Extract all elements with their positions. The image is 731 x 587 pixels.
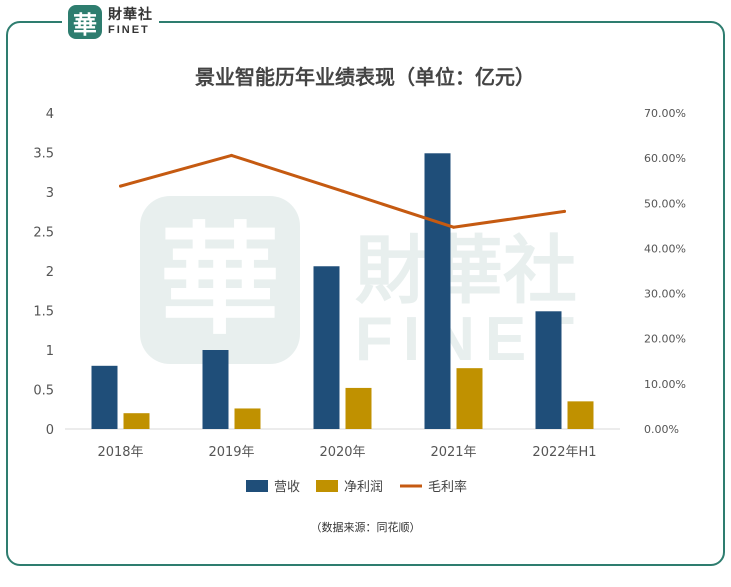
y2-tick-label: 40.00% <box>644 242 686 255</box>
y-axis-right: 0.00% 10.00% 20.00% 30.00% 40.00% 50.00% 60.00… <box>644 107 686 436</box>
legend-label: 净利润 <box>344 480 383 495</box>
legend-label: 营收 <box>274 480 300 495</box>
y2-tick-label: 70.00% <box>644 107 686 120</box>
logo-text: 財華社 FINET <box>108 8 153 36</box>
y-tick-label: 0.5 <box>33 384 54 399</box>
bar-net-profit <box>345 387 372 429</box>
y-tick-label: 3.5 <box>33 147 54 162</box>
bar-revenue <box>202 350 229 429</box>
logo-cn: 財華社 <box>108 7 153 23</box>
finet-logo: 華 財華社 FINET <box>62 2 159 42</box>
chart-title: 景业智能历年业绩表现（单位：亿元） <box>195 65 535 89</box>
y-tick-label: 1.5 <box>33 305 54 320</box>
bar-net-profit <box>123 413 150 429</box>
x-tick-label: 2021年 <box>430 445 476 460</box>
bar-revenue <box>535 311 562 429</box>
y-tick-label: 4 <box>46 107 54 122</box>
bar-net-profit <box>234 408 261 429</box>
watermark: 華 財華社 FINET <box>140 196 577 374</box>
legend-swatch <box>246 480 268 492</box>
y-axis-left: 0 0.5 1 1.5 2 2.5 3 3.5 4 <box>33 107 54 438</box>
line-point <box>452 225 455 229</box>
data-source: （数据来源：同花顺） <box>310 521 421 534</box>
legend-label: 毛利率 <box>428 479 467 495</box>
y2-tick-label: 50.00% <box>644 197 686 210</box>
y-tick-label: 3 <box>46 186 54 201</box>
y-tick-label: 0 <box>46 423 54 438</box>
bar-net-profit <box>456 368 483 429</box>
y-tick-label: 1 <box>46 344 54 359</box>
x-tick-label: 2019年 <box>208 445 254 460</box>
x-tick-label: 2022年H1 <box>532 445 596 460</box>
x-tick-label: 2020年 <box>319 445 365 460</box>
line-point <box>341 189 344 193</box>
line-point <box>563 209 566 213</box>
y-tick-label: 2.5 <box>33 226 54 241</box>
logo-en: FINET <box>108 24 150 36</box>
y2-tick-label: 60.00% <box>644 152 686 165</box>
y2-tick-label: 10.00% <box>644 378 686 391</box>
margin-line <box>119 153 566 229</box>
bars <box>91 153 594 430</box>
bar-revenue <box>313 266 340 429</box>
x-tick-label: 2018年 <box>97 445 143 460</box>
y-tick-label: 2 <box>46 265 54 280</box>
bar-revenue <box>91 365 118 429</box>
line-point <box>119 184 122 188</box>
watermark-cn: 財華社 <box>355 228 577 314</box>
watermark-seal: 華 <box>160 210 280 351</box>
chart-frame <box>6 21 725 566</box>
y2-tick-label: 20.00% <box>644 333 686 346</box>
logo-seal-icon: 華 <box>68 5 102 39</box>
legend: 营收 净利润 毛利率 <box>246 479 467 495</box>
y2-tick-label: 30.00% <box>644 288 686 301</box>
y2-tick-label: 0.00% <box>644 423 679 436</box>
legend-swatch <box>316 480 338 492</box>
bar-revenue <box>424 153 451 430</box>
bar-net-profit <box>567 401 594 429</box>
x-axis: 2018年 2019年 2020年 2021年 2022年H1 <box>97 445 596 460</box>
line-point <box>230 153 233 157</box>
